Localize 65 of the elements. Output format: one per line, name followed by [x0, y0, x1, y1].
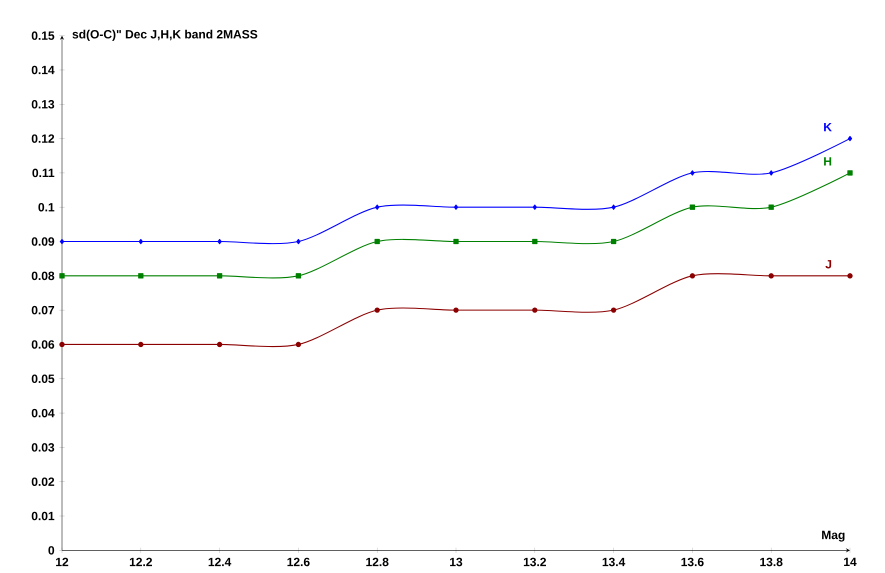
point: [769, 170, 774, 176]
series-label: J: [825, 260, 832, 268]
point: [848, 136, 852, 142]
x-tick-label: 12.6: [287, 558, 310, 566]
point: [375, 204, 380, 210]
y-tick-label: 0.12: [32, 134, 54, 143]
point: [296, 342, 302, 348]
x-tick-label: 13.6: [681, 558, 704, 566]
point: [690, 170, 695, 176]
y-tick-label: 0.01: [32, 512, 54, 520]
point: [138, 273, 144, 278]
x-tick-label: 13.8: [760, 558, 783, 566]
x-tick-label: 14: [844, 558, 857, 566]
y-tick-label: 0.06: [32, 340, 54, 349]
y-tick-label: 0.07: [32, 306, 54, 314]
point: [216, 273, 222, 278]
point: [138, 342, 144, 348]
point: [59, 273, 65, 278]
point: [217, 238, 222, 244]
point: [610, 238, 616, 244]
y-tick-label: 0.14: [32, 66, 55, 74]
point: [847, 170, 853, 176]
y-tick-label: 0.15: [32, 31, 54, 40]
y-tick-label: 0.04: [32, 408, 55, 418]
x-tick-label: 12.2: [130, 558, 152, 566]
x-tick-label: 12.4: [208, 558, 232, 566]
point: [768, 273, 774, 278]
y-tick-label: 0.08: [32, 272, 54, 280]
point: [610, 307, 616, 313]
x-tick-label: 13: [450, 558, 462, 566]
point: [374, 307, 380, 313]
point: [454, 204, 458, 210]
point: [847, 273, 853, 278]
point: [60, 238, 64, 244]
point: [374, 238, 380, 244]
x-tick-label: 13.2: [524, 558, 546, 566]
y-tick-label: 0.05: [32, 374, 54, 384]
y-tick-label: 0.11: [32, 168, 54, 178]
y-tick-label: 0.13: [32, 100, 54, 109]
series-label: H: [824, 157, 832, 166]
point: [216, 342, 222, 348]
point: [768, 204, 774, 210]
point: [532, 307, 538, 313]
point: [690, 204, 696, 210]
y-tick-label: 0.02: [32, 477, 54, 486]
x-tick-label: 13.4: [602, 558, 626, 566]
y-tick-label: 0: [48, 546, 54, 555]
point: [532, 238, 538, 244]
point: [453, 307, 459, 313]
point: [690, 273, 696, 278]
point: [296, 238, 301, 244]
x-tick-label: 12: [56, 558, 68, 566]
series-label: K: [824, 122, 832, 132]
chart-title: sd(O-C)" Dec J,H,K band 2MASS: [72, 30, 258, 41]
x-tick-label: 12.8: [366, 558, 389, 566]
point: [453, 238, 459, 244]
point: [59, 342, 65, 348]
point: [611, 204, 616, 210]
y-tick-label: 0.03: [32, 443, 54, 452]
point: [138, 238, 143, 244]
y-tick-label: 0.09: [32, 237, 54, 246]
x-axis-title: Mag: [822, 530, 844, 542]
point: [532, 204, 537, 210]
point: [296, 273, 302, 278]
y-tick-label: 0.1: [38, 202, 54, 212]
